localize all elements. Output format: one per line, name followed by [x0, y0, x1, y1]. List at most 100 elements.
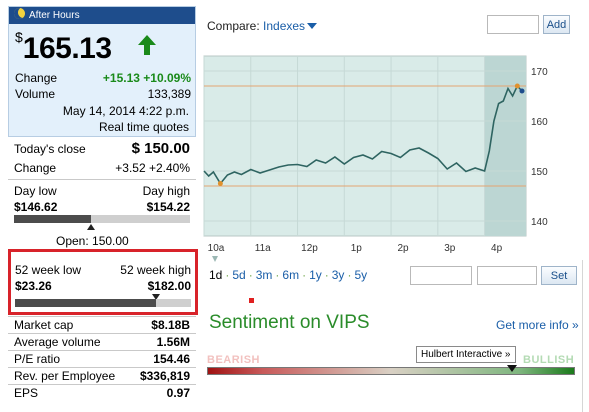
- moon-icon: [14, 8, 25, 19]
- divider: [8, 350, 196, 351]
- ah-volume-row: Volume 133,389: [15, 87, 191, 101]
- last-price: 165.13: [22, 32, 112, 65]
- stat-row: Market cap $8.18B: [14, 318, 190, 332]
- open-marker-icon: [87, 224, 96, 230]
- time-range-selector: 1d · 5d · 3m · 6m · 1y · 3y · 5y: [209, 268, 367, 282]
- after-hours-box: After Hours $165.13 Change +15.13 +10.09…: [8, 6, 196, 137]
- quote-datetime: May 14, 2014 4:22 p.m.: [62, 104, 189, 118]
- y-tick-label: 160: [531, 117, 548, 128]
- y-tick-label: 150: [531, 167, 548, 178]
- x-tick-label: 2p: [397, 243, 409, 254]
- ah-change-value: +15.13 +10.09%: [102, 71, 191, 85]
- ah-change-row: Change +15.13 +10.09%: [15, 71, 191, 85]
- stat-value: $8.18B: [151, 318, 190, 332]
- day-low-label: Day low: [14, 184, 57, 198]
- compare-dropdown-label: Indexes: [263, 19, 306, 33]
- stat-value: $336,819: [139, 369, 190, 383]
- price-line: [203, 84, 523, 185]
- compare-label: Compare:: [207, 19, 260, 33]
- sentiment-title: Sentiment on VIPS: [209, 312, 370, 333]
- price-display: $165.13: [15, 29, 156, 69]
- compare-symbol-input[interactable]: [487, 15, 539, 34]
- week52-range-fill: [15, 299, 156, 307]
- currency-symbol: $: [15, 29, 23, 45]
- ah-volume-value: 133,389: [147, 87, 191, 101]
- range-option-5y[interactable]: 5y: [354, 268, 368, 282]
- divider: [8, 179, 196, 180]
- week52-high-value: $182.00: [147, 279, 191, 293]
- stat-row: Average volume 1.56M: [14, 335, 190, 349]
- hulbert-interactive-link[interactable]: Hulbert Interactive »: [416, 346, 516, 363]
- range-end-input[interactable]: [477, 266, 537, 285]
- divider: [8, 333, 196, 334]
- range-separator: ·: [347, 268, 352, 282]
- range-option-1d[interactable]: 1d: [209, 268, 223, 282]
- week52-high-label: 52 week high: [120, 263, 191, 277]
- set-range-button[interactable]: Set: [541, 266, 577, 285]
- week52-highlight-box: 52 week low 52 week high $23.26 $182.00: [8, 249, 198, 315]
- day-high-value: $154.22: [146, 200, 190, 214]
- range-option-6m[interactable]: 6m: [282, 268, 300, 282]
- quote-panel: After Hours $165.13 Change +15.13 +10.09…: [8, 6, 198, 412]
- range-separator: ·: [248, 268, 253, 282]
- range-separator: ·: [324, 268, 329, 282]
- range-option-3m[interactable]: 3m: [255, 268, 273, 282]
- x-tick-label: 4p: [491, 243, 503, 254]
- todays-close-row: Today's close $ 150.00: [14, 140, 190, 157]
- close-change-label: Change: [14, 161, 57, 175]
- panel-border: [582, 260, 583, 412]
- y-tick-label: 170: [531, 67, 548, 78]
- sentiment-marker-icon: [507, 365, 518, 372]
- week52-marker-icon: [151, 294, 160, 300]
- bullish-label: BULLISH: [523, 354, 575, 366]
- range-start-input[interactable]: [410, 266, 472, 285]
- day-low-value: $146.62: [14, 200, 58, 214]
- up-arrow-icon: [138, 35, 156, 55]
- add-compare-button[interactable]: Add: [543, 15, 570, 34]
- ah-change-label: Change: [15, 71, 58, 85]
- stat-value: 0.97: [166, 386, 190, 400]
- x-tick-label: 1p: [351, 243, 363, 254]
- range-pointer-icon: [212, 256, 218, 262]
- day-range-values: $146.62 $154.22: [14, 200, 190, 214]
- range-separator: ·: [225, 268, 230, 282]
- high-marker: [514, 83, 520, 89]
- sentiment-gauge: [207, 367, 575, 375]
- stat-label: EPS: [14, 386, 39, 400]
- stat-row: EPS 0.97: [14, 386, 190, 400]
- stat-row: Rev. per Employee $336,819: [14, 369, 190, 383]
- get-more-info-link[interactable]: Get more info »: [496, 318, 579, 332]
- bearish-label: BEARISH: [207, 354, 261, 366]
- range-option-1y[interactable]: 1y: [309, 268, 322, 282]
- chart-plot-area: [203, 55, 527, 237]
- ah-volume-label: Volume: [15, 87, 56, 101]
- divider: [8, 316, 196, 317]
- caret-down-icon: [307, 23, 318, 29]
- stat-label: Average volume: [14, 335, 101, 349]
- chevron-right-icon: »: [572, 318, 579, 332]
- stat-row: P/E ratio 154.46: [14, 352, 190, 366]
- range-separator: ·: [302, 268, 307, 282]
- x-tick-label: 10a: [208, 243, 225, 254]
- x-tick-label: 3p: [444, 243, 456, 254]
- divider: [8, 384, 196, 385]
- stat-label: Market cap: [14, 318, 74, 332]
- get-more-info-label: Get more info: [496, 318, 569, 332]
- range-separator: ·: [275, 268, 280, 282]
- week52-range-bar: [15, 299, 191, 307]
- range-option-5d[interactable]: 5d: [232, 268, 246, 282]
- intraday-chart: 140 150 160 170 10a 11a 12p 1p 2p 3p 4p: [203, 55, 548, 262]
- stat-label: P/E ratio: [14, 352, 61, 366]
- compare-dropdown[interactable]: Indexes: [263, 19, 318, 33]
- week52-low-label: 52 week low: [15, 263, 82, 277]
- open-price-label: Open: 150.00: [56, 234, 129, 248]
- day-range-fill: [14, 215, 92, 223]
- week52-labels: 52 week low 52 week high: [15, 263, 191, 277]
- close-change-row: Change +3.52 +2.40%: [14, 161, 190, 175]
- realtime-quotes-label: Real time quotes: [98, 120, 189, 134]
- day-range-bar: [14, 215, 190, 223]
- week52-values: $23.26 $182.00: [15, 279, 191, 293]
- after-hours-label: After Hours: [29, 10, 80, 21]
- low-marker: [217, 181, 223, 186]
- range-option-3y[interactable]: 3y: [331, 268, 345, 282]
